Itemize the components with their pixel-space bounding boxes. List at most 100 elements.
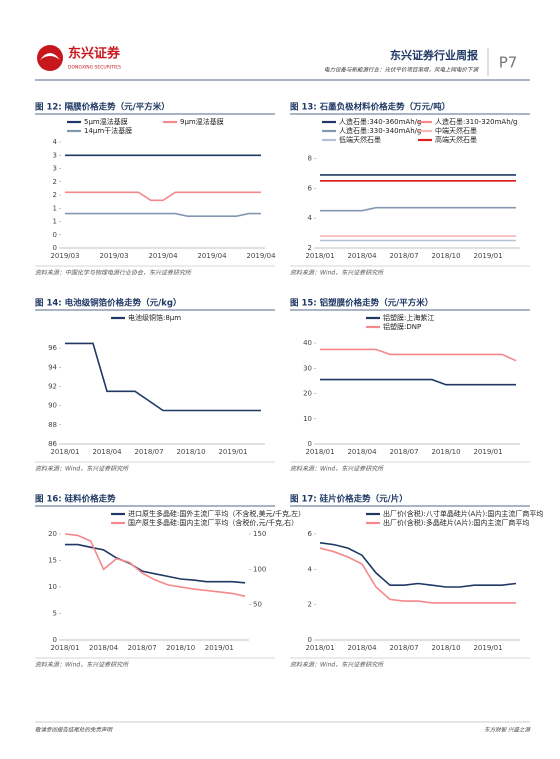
series-line	[320, 348, 517, 362]
y-tick-label: 1	[53, 204, 57, 212]
source: 资料来源：Wind，东兴证券研究所	[35, 465, 129, 473]
x-tick-label: 2018/01	[305, 644, 334, 652]
y-tick-label: 40	[303, 339, 312, 347]
y-tick-label: 2	[53, 178, 57, 186]
figure-title: 图 15: 铝塑膜价格走势（元/平方米）	[290, 298, 433, 309]
figure-title: 图 16: 硅料价格走势	[35, 494, 116, 505]
source: 资料来源：Wind，东兴证券研究所	[35, 661, 129, 669]
series-line	[64, 533, 246, 597]
y-tick-label: 15	[48, 557, 57, 565]
x-tick-label: 2018/07	[128, 644, 157, 652]
series-line	[65, 212, 261, 217]
y-tick-label: 6	[308, 184, 313, 192]
y-tick-label: 0	[308, 440, 312, 448]
legend-label: 9μm湿法基膜	[180, 117, 224, 126]
footer-left: 敬请参阅报告结尾处的免责声明	[35, 727, 114, 734]
y-tick-label: 88	[48, 421, 57, 429]
y-tick-label: 4	[53, 138, 58, 146]
legend-label: 高端天然石墨	[435, 135, 477, 144]
y-tick-label: 94	[48, 363, 57, 371]
legend-label: 低端天然石墨	[339, 135, 381, 144]
x-tick-label: 2018/04	[89, 644, 119, 652]
y-tick-label: 1	[53, 218, 57, 226]
y-tick-label: 2	[308, 601, 312, 609]
y-tick-label: 10	[48, 583, 57, 591]
report-subtitle: 电力设备与新能源行业：光伏平价项目渐增，风电上网电价下调	[324, 67, 480, 74]
x-tick-label: 2019/01	[473, 644, 502, 652]
y-tick-label: 96	[48, 344, 57, 352]
legend-label: 人造石墨:310-320mAh/g	[435, 117, 517, 126]
legend-label: 人造石墨:330-340mAh/g	[339, 126, 421, 135]
x-tick-label: 2019/01	[473, 448, 502, 456]
legend-label: 5μm湿法基膜	[84, 117, 128, 126]
y-tick-label: 86	[48, 440, 57, 448]
x-tick-label: 2019/01	[218, 448, 247, 456]
logo-swoosh	[40, 53, 60, 60]
x-tick-label: 2018/10	[166, 644, 195, 652]
x-tick-label: 2018/04	[347, 448, 377, 456]
x-tick-label: 2019/04	[246, 252, 276, 260]
legend-label: 出厂价(含税):多晶硅片(A片):国内主流厂商平均	[383, 518, 529, 527]
legend-label: 铝塑膜:DNP	[383, 322, 421, 331]
y-tick-label: 0	[53, 244, 57, 252]
x-tick-label: 2019/01	[473, 252, 502, 260]
y-tick-label: 0	[53, 636, 57, 644]
x-tick-label: 2018/10	[431, 448, 460, 456]
series-line	[65, 191, 261, 202]
legend-label: 14μm干法基膜	[84, 126, 132, 135]
x-tick-label: 2018/07	[389, 252, 418, 260]
figure-title: 图 17: 硅片价格走势（元/片）	[290, 494, 408, 505]
legend-label: 铝塑膜:上海紫江	[383, 313, 434, 322]
y-tick-label: 4	[308, 214, 313, 222]
y-tick-label: 2	[53, 191, 57, 199]
figure-title: 图 13: 石墨负极材料价格走势（万元/吨）	[290, 102, 450, 113]
series-line	[319, 542, 517, 588]
x-tick-label: 2019/04	[197, 252, 227, 260]
legend-label: 电池级铜箔:8μm	[128, 313, 181, 322]
y-tick-label: 20	[303, 390, 312, 398]
figure-title: 图 14: 电池级铜箔价格走势（元/kg）	[35, 298, 182, 309]
y-tick-label: 30	[303, 364, 312, 372]
source: 资料来源：Wind，东兴证券研究所	[290, 465, 384, 473]
series-line	[319, 547, 516, 604]
x-tick-label: 2018/01	[305, 252, 334, 260]
x-tick-label: 2019/01	[205, 644, 234, 652]
x-tick-label: 2018/01	[305, 448, 334, 456]
legend-label: 人造石墨:340-360mAh/g	[339, 117, 421, 126]
series-line	[320, 206, 516, 212]
x-tick-label: 2018/10	[431, 644, 460, 652]
x-tick-label: 2019/03	[50, 252, 79, 260]
y-tick-label: 8	[308, 154, 312, 162]
y-tick-label: 10	[303, 415, 312, 423]
x-tick-label: 2018/07	[134, 448, 163, 456]
legend-label: 中端天然石墨	[435, 126, 477, 135]
y-tick-label: 20	[48, 530, 57, 538]
y-tick-label: 2	[308, 244, 312, 252]
x-tick-label: 2018/04	[92, 448, 122, 456]
y2-tick-label: 150	[253, 530, 266, 538]
y-tick-label: 0	[53, 231, 57, 239]
x-tick-label: 2018/01	[50, 644, 79, 652]
page-number: P7	[499, 54, 518, 72]
y-tick-label: 4	[308, 565, 313, 573]
y-tick-label: 92	[48, 383, 57, 391]
y-tick-label: 6	[308, 530, 313, 538]
x-tick-label: 2018/01	[50, 448, 79, 456]
x-tick-label: 2018/07	[389, 644, 418, 652]
y2-tick-label: 100	[253, 565, 266, 573]
legend-label: 进口原生多晶硅:国外主流厂平均（不含税,美元/千克,左）	[128, 509, 305, 518]
source: 资料来源：Wind，东兴证券研究所	[290, 269, 384, 277]
series-line	[65, 342, 261, 412]
logo-en: DONGXING SECURITIES	[68, 65, 121, 71]
x-tick-label: 2019/03	[99, 252, 128, 260]
legend-label: 出厂价(含税):八寸单晶硅片(A片):国内主流厂商平均	[383, 509, 543, 518]
x-tick-label: 2018/07	[389, 448, 418, 456]
source: 资料来源：中国化学与物理电源行业协会，东兴证券研究所	[35, 269, 192, 277]
x-tick-label: 2018/04	[347, 252, 377, 260]
x-tick-label: 2019/04	[148, 252, 178, 260]
source: 资料来源：Wind，东兴证券研究所	[290, 661, 384, 669]
y-tick-label: 0	[308, 636, 312, 644]
y-tick-label: 5	[53, 610, 57, 618]
y2-tick-label: 50	[253, 601, 262, 609]
